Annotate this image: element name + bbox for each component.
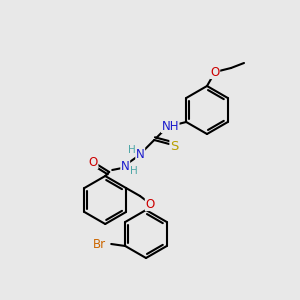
Text: N: N	[121, 160, 130, 172]
Text: O: O	[88, 155, 98, 169]
Text: H: H	[128, 145, 136, 155]
Text: O: O	[146, 197, 154, 211]
Text: O: O	[210, 65, 220, 79]
Text: N: N	[136, 148, 145, 160]
Text: NH: NH	[161, 119, 179, 133]
Text: S: S	[170, 140, 178, 152]
Text: Br: Br	[93, 238, 106, 250]
Text: H: H	[130, 166, 138, 176]
